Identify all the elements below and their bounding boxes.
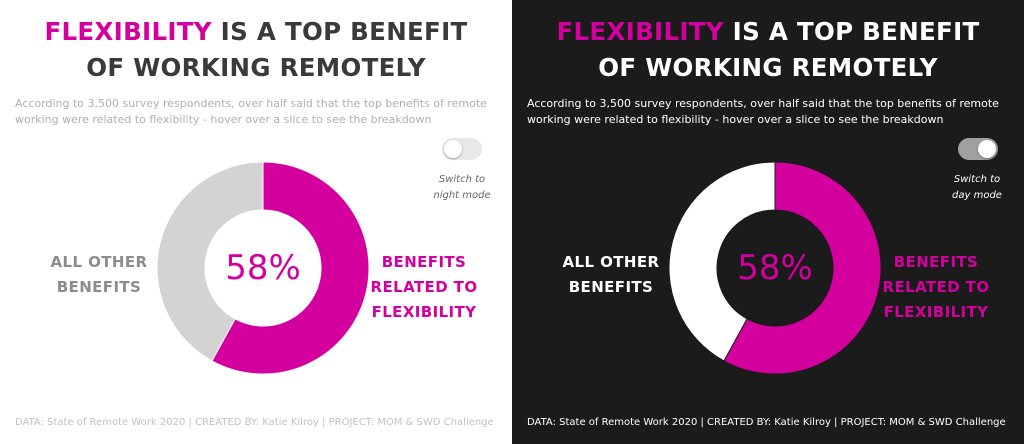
title-line-2: OF WORKING REMOTELY — [598, 53, 938, 82]
other-benefits-slice[interactable] — [669, 162, 776, 362]
title-rest: IS A TOP BENEFIT — [723, 17, 980, 46]
day-mode-toggle[interactable] — [958, 138, 998, 160]
donut-svg — [157, 162, 369, 374]
title-highlight: FLEXIBILITY — [556, 17, 724, 46]
flexibility-slice[interactable] — [723, 162, 881, 374]
donut-svg — [669, 162, 881, 374]
footer-credits: DATA: State of Remote Work 2020 | CREATE… — [15, 417, 494, 428]
flexibility-benefits-label: BENEFITS RELATED TO FLEXIBILITY — [882, 253, 990, 321]
chart-title: FLEXIBILITY IS A TOP BENEFIT OF WORKING … — [512, 14, 1024, 86]
flexibility-slice[interactable] — [211, 162, 369, 374]
chart-subtitle: According to 3,500 survey respondents, o… — [527, 97, 999, 126]
other-benefits-label: ALL OTHER BENEFITS — [562, 253, 660, 296]
title-line-1: FLEXIBILITY IS A TOP BENEFIT — [512, 14, 1024, 50]
donut-chart — [157, 162, 369, 374]
chart-title: FLEXIBILITY IS A TOP BENEFIT OF WORKING … — [0, 14, 512, 86]
night-mode-toggle[interactable] — [442, 138, 482, 160]
title-line-1: FLEXIBILITY IS A TOP BENEFIT — [0, 14, 512, 50]
toggle-knob — [978, 140, 996, 158]
toggle-knob — [444, 140, 462, 158]
title-highlight: FLEXIBILITY — [44, 17, 212, 46]
donut-chart — [669, 162, 881, 374]
chart-subtitle: According to 3,500 survey respondents, o… — [15, 97, 487, 126]
footer-credits: DATA: State of Remote Work 2020 | CREATE… — [527, 417, 1006, 428]
other-benefits-label: ALL OTHER BENEFITS — [50, 253, 148, 296]
title-rest: IS A TOP BENEFIT — [211, 17, 468, 46]
dark-mode-panel: FLEXIBILITY IS A TOP BENEFIT OF WORKING … — [512, 0, 1024, 444]
light-mode-panel: FLEXIBILITY IS A TOP BENEFIT OF WORKING … — [0, 14, 512, 428]
other-benefits-slice[interactable] — [157, 162, 264, 362]
center-percentage: 58% — [225, 248, 301, 288]
center-percentage: 58% — [737, 248, 813, 288]
title-line-2: OF WORKING REMOTELY — [86, 53, 426, 82]
toggle-label: Switch to day mode — [952, 174, 1002, 201]
flexibility-benefits-label: BENEFITS RELATED TO FLEXIBILITY — [370, 253, 478, 321]
toggle-label: Switch to night mode — [433, 174, 491, 201]
